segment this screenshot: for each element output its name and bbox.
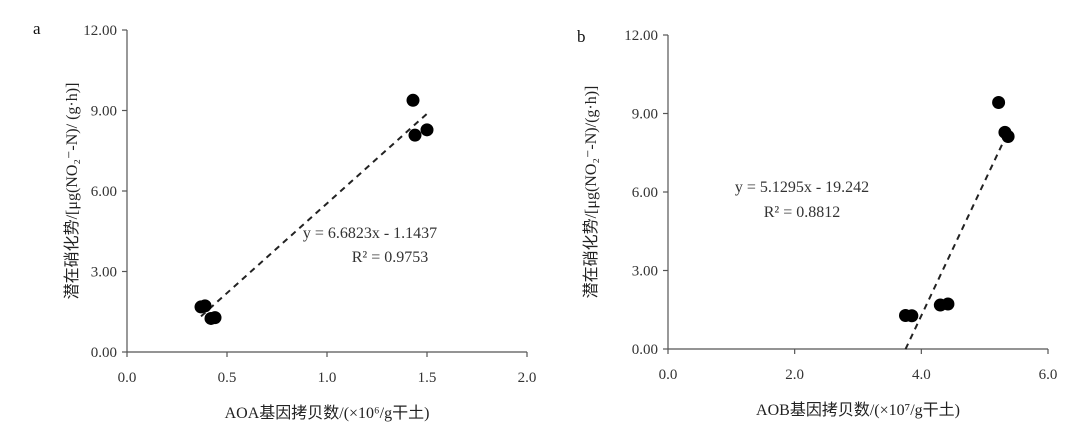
data-point [420,123,434,137]
chart-panel-b: 0.00 3.00 6.00 9.00 12.00 0.0 2.0 4.0 6.0 b AOB基因拷… [577,27,1057,419]
x-tick-label: 0.0 [118,370,137,386]
chart-panel-a: 0.00 3.00 6.00 9.00 12.00 0.0 0.5 1.0 1.5 2.0 a AOA… [33,19,536,422]
y-axis-title: 潜在硝化势/[μg(NO₂⁻-N)/ (g·h)] [63,83,81,300]
y-tick-label: 12.00 [83,23,117,39]
data-point [1001,130,1015,144]
y-tick-label: 3.00 [632,264,658,280]
trendline [200,112,428,318]
x-tick-label: 4.0 [912,367,931,383]
data-point [406,93,420,107]
data-point [905,309,919,323]
y-tick-label: 9.00 [91,104,117,120]
x-tick-label: 6.0 [1039,367,1058,383]
data-point [992,96,1006,110]
data-point [941,297,955,311]
y-axis-title: 潜在硝化势/[μg(NO₂⁻-N)/(g·h)] [582,86,600,299]
r-squared-label: R² = 0.9753 [352,249,429,266]
data-point [198,299,212,313]
y-tick-label: 0.00 [91,345,117,361]
panel-label: a [33,19,41,38]
trendline-equation: y = 6.6823x - 1.1437 [303,225,437,242]
y-tick-label: 9.00 [632,107,658,123]
x-tick-label: 2.0 [518,370,537,386]
data-point [208,311,222,325]
x-tick-label: 2.0 [785,367,804,383]
y-tick-label: 3.00 [91,265,117,281]
x-tick-label: 0.0 [659,367,678,383]
trendline [904,131,1010,350]
x-tick-label: 1.5 [418,370,437,386]
y-tick-label: 12.00 [624,28,658,44]
y-tick-label: 6.00 [632,185,658,201]
x-axis-title: AOA基因拷贝数/(×10⁶/g干土) [225,404,430,422]
data-point [408,128,422,142]
y-tick-label: 6.00 [91,184,117,200]
panel-label: b [577,27,586,46]
x-tick-label: 1.0 [318,370,337,386]
x-axis-title: AOB基因拷贝数/(×10⁷/g干土) [756,401,960,419]
x-tick-label: 0.5 [218,370,237,386]
trendline-equation: y = 5.1295x - 19.242 [735,179,869,196]
r-squared-label: R² = 0.8812 [764,204,841,221]
y-tick-label: 0.00 [632,342,658,358]
